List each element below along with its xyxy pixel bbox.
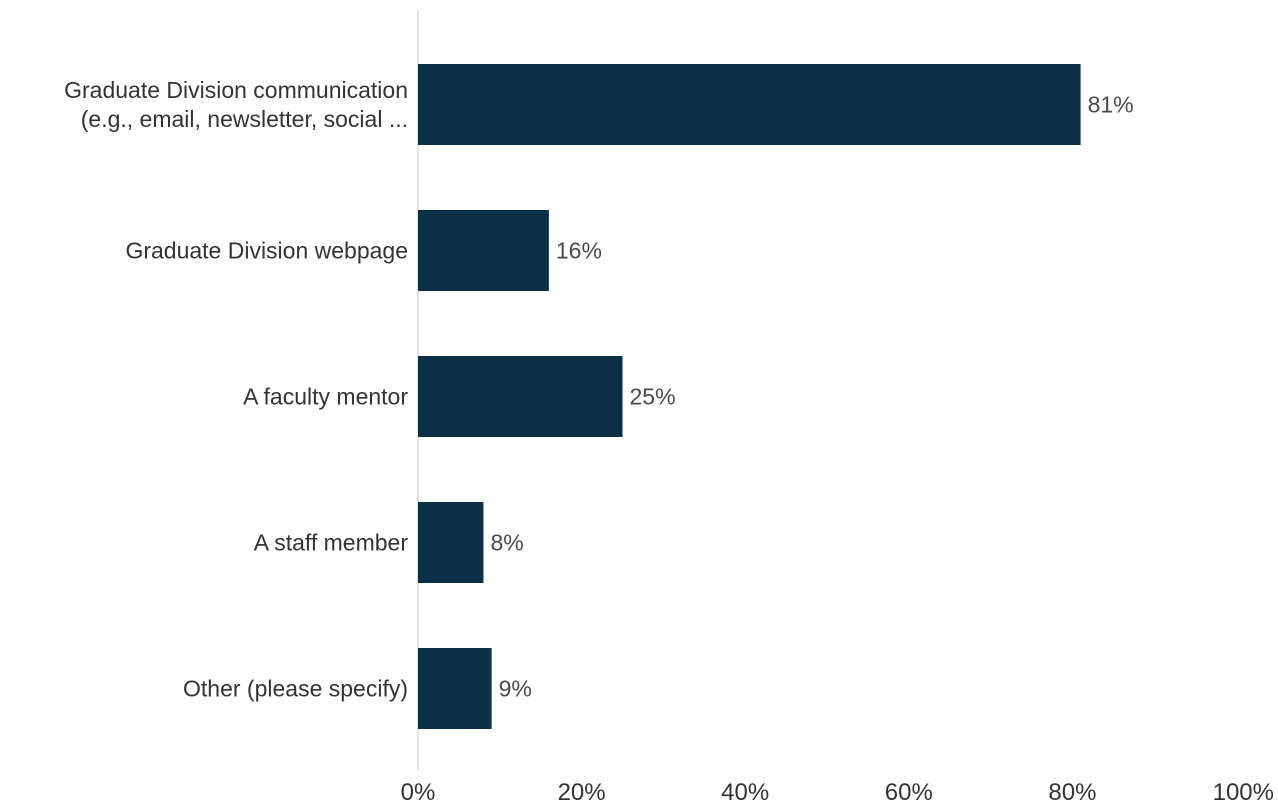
- x-tick-label-1: 20%: [558, 779, 606, 806]
- data-labels: 81% 16% 25% 8% 9%: [490, 92, 1133, 702]
- category-label-1-line-0: Graduate Division webpage: [125, 238, 408, 264]
- data-label-0: 81%: [1088, 92, 1134, 118]
- category-label-3-line-0: A staff member: [254, 530, 409, 556]
- category-labels: Graduate Division communication (e.g., em…: [64, 77, 408, 702]
- bar-0: [418, 64, 1081, 145]
- bars-group: [418, 64, 1081, 729]
- bar-3: [418, 502, 484, 583]
- bar-2: [418, 356, 623, 437]
- data-label-1: 16%: [556, 238, 602, 264]
- data-label-2: 25%: [630, 384, 676, 410]
- category-label-2-line-0: A faculty mentor: [243, 384, 408, 410]
- x-tick-label-2: 40%: [721, 779, 769, 806]
- bar-1: [418, 210, 549, 291]
- x-tick-label-5: 100%: [1213, 779, 1274, 806]
- x-tick-label-4: 80%: [1048, 779, 1096, 806]
- category-label-4-line-0: Other (please specify): [183, 676, 408, 702]
- data-label-4: 9%: [499, 676, 532, 702]
- x-axis-ticks: 0% 20% 40% 60% 80% 100%: [401, 779, 1274, 806]
- x-tick-label-0: 0%: [401, 779, 436, 806]
- bar-4: [418, 648, 492, 729]
- x-tick-label-3: 60%: [885, 779, 933, 806]
- category-label-0-line-0: Graduate Division communication: [64, 77, 408, 103]
- data-label-3: 8%: [490, 530, 523, 556]
- category-label-0-line-1: (e.g., email, newsletter, social ...: [81, 106, 408, 132]
